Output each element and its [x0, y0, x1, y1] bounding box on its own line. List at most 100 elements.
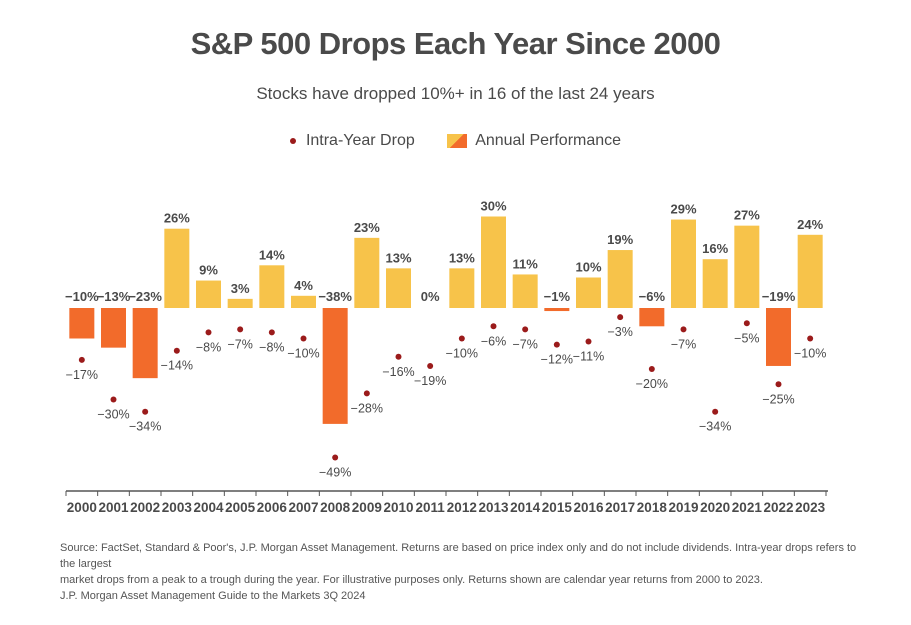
bar-annual-performance-2006: [259, 265, 285, 308]
chart-title: S&P 500 Drops Each Year Since 2000: [190, 26, 721, 61]
x-tick-label-2002: 2002: [130, 500, 160, 515]
label-annual-performance-2003: 26%: [164, 211, 190, 226]
bar-annual-performance-2007: [291, 295, 316, 308]
x-tick-label-2019: 2019: [668, 500, 698, 515]
label-annual-performance-2012: 13%: [449, 250, 475, 265]
x-tick-label-2012: 2012: [447, 500, 477, 515]
dot-intra-year-drop-2013: [490, 323, 497, 330]
dot-intra-year-drop-2011: [427, 362, 434, 369]
dot-intra-year-drop-2005: [237, 326, 244, 333]
dot-intra-year-drop-2008: [332, 454, 339, 461]
x-tick-label-2021: 2021: [732, 500, 763, 515]
chart-subtitle: Stocks have dropped 10%+ in 16 of the la…: [256, 84, 655, 103]
dot-intra-year-drop-2010: [395, 353, 402, 360]
label-intra-year-drop-2002: −34%: [129, 420, 161, 434]
label-annual-performance-2006: 14%: [259, 247, 285, 262]
legend-item-intra-year-drop: Intra-Year Drop: [289, 132, 415, 150]
label-annual-performance-2015: −1%: [544, 289, 571, 304]
label-intra-year-drop-2003: −14%: [161, 359, 193, 373]
label-intra-year-drop-2020: −34%: [699, 420, 731, 434]
dot-intra-year-drop-2001: [110, 396, 117, 403]
x-tick-label-2000: 2000: [67, 500, 97, 515]
bar-annual-performance-2015: [544, 308, 570, 312]
dot-intra-year-drop-2022: [775, 381, 782, 388]
bar-annual-performance-2022: [766, 308, 791, 366]
x-tick-label-2023: 2023: [795, 500, 826, 515]
label-annual-performance-2018: −6%: [639, 289, 666, 304]
label-annual-performance-2010: 13%: [385, 250, 411, 265]
bar-annual-performance-2008: [322, 308, 348, 424]
label-intra-year-drop-2000: −17%: [66, 368, 98, 382]
label-annual-performance-2013: 30%: [480, 199, 506, 214]
dot-intra-year-drop-2004: [205, 329, 212, 336]
label-annual-performance-2004: 9%: [199, 263, 218, 278]
x-tick-label-2001: 2001: [98, 500, 129, 515]
label-intra-year-drop-2012: −10%: [446, 347, 478, 361]
dot-intra-year-drop-2002: [142, 408, 149, 415]
x-tick-label-2014: 2014: [510, 500, 541, 515]
bar-annual-performance-2009: [354, 237, 380, 308]
dot-intra-year-drop-2015: [553, 341, 560, 348]
label-annual-performance-2000: −10%: [65, 289, 99, 304]
dot-intra-year-drop-2019: [680, 326, 687, 333]
x-tick-label-2011: 2011: [416, 500, 446, 515]
dot-intra-year-drop-2000: [78, 356, 85, 363]
legend: Intra-Year Drop Annual Performance: [0, 132, 911, 150]
dot-intra-year-drop-2021: [743, 320, 750, 327]
x-tick-label-2022: 2022: [763, 500, 793, 515]
bar-annual-performance-2017: [607, 250, 633, 308]
dot-intra-year-drop-2020: [712, 408, 719, 415]
bar-annual-performance-2004: [196, 280, 221, 308]
label-intra-year-drop-2004: −8%: [196, 340, 221, 354]
bar-annual-performance-2018: [639, 308, 665, 327]
bar-annual-performance-2014: [512, 274, 538, 308]
bar-annual-performance-2023: [797, 234, 823, 308]
label-intra-year-drop-2001: −30%: [97, 408, 129, 422]
label-intra-year-drop-2016: −11%: [573, 350, 604, 364]
label-intra-year-drop-2005: −7%: [227, 337, 252, 351]
label-intra-year-drop-2019: −7%: [671, 337, 696, 351]
bar-annual-performance-2019: [671, 219, 696, 308]
x-tick-label-2005: 2005: [225, 500, 256, 515]
label-intra-year-drop-2017: −3%: [607, 325, 632, 339]
bar-annual-performance-2002: [132, 308, 158, 379]
x-tick-label-2015: 2015: [542, 500, 573, 515]
label-intra-year-drop-2023: −10%: [794, 347, 826, 361]
x-tick-label-2018: 2018: [637, 500, 668, 515]
dot-intra-year-drop-2014: [522, 326, 529, 333]
label-annual-performance-2002: −23%: [128, 289, 162, 304]
legend-label-annual-performance: Annual Performance: [475, 132, 622, 149]
bar-annual-performance-2010: [386, 268, 411, 308]
dot-intra-year-drop-2003: [173, 347, 180, 354]
x-tick-label-2017: 2017: [605, 500, 635, 515]
label-annual-performance-2016: 10%: [575, 260, 601, 275]
label-intra-year-drop-2010: −16%: [382, 365, 414, 379]
dot-intra-year-drop-2006: [268, 329, 275, 336]
label-intra-year-drop-2009: −28%: [351, 401, 383, 415]
label-annual-performance-2017: 19%: [607, 232, 633, 247]
legend-dot-icon: [289, 137, 296, 144]
label-intra-year-drop-2013: −6%: [481, 334, 506, 348]
bar-annual-performance-2001: [101, 308, 126, 348]
bar-annual-performance-2016: [576, 277, 601, 308]
label-annual-performance-2009: 23%: [354, 220, 380, 235]
source-line-2: market drops from a peak to a trough dur…: [60, 574, 763, 586]
dot-intra-year-drop-2016: [585, 338, 592, 345]
legend-label-intra-year-drop: Intra-Year Drop: [305, 132, 415, 149]
x-tick-label-2008: 2008: [320, 500, 351, 515]
x-tick-label-2013: 2013: [478, 500, 509, 515]
label-annual-performance-2008: −38%: [318, 289, 352, 304]
dot-intra-year-drop-2023: [807, 335, 814, 342]
dot-intra-year-drop-2018: [648, 366, 655, 372]
label-annual-performance-2014: 11%: [513, 256, 539, 271]
label-intra-year-drop-2018: −20%: [636, 377, 668, 391]
bar-annual-performance-2012: [449, 268, 475, 308]
label-intra-year-drop-2006: −8%: [259, 340, 284, 354]
source-line-1: Source: FactSet, Standard & Poor's, J.P.…: [60, 542, 857, 570]
bar-annual-performance-2005: [227, 298, 253, 308]
bar-annual-performance-2013: [481, 216, 506, 308]
bar-annual-performance-2003: [164, 228, 190, 308]
x-tick-label-2003: 2003: [162, 500, 193, 515]
x-tick-label-2020: 2020: [700, 500, 730, 515]
